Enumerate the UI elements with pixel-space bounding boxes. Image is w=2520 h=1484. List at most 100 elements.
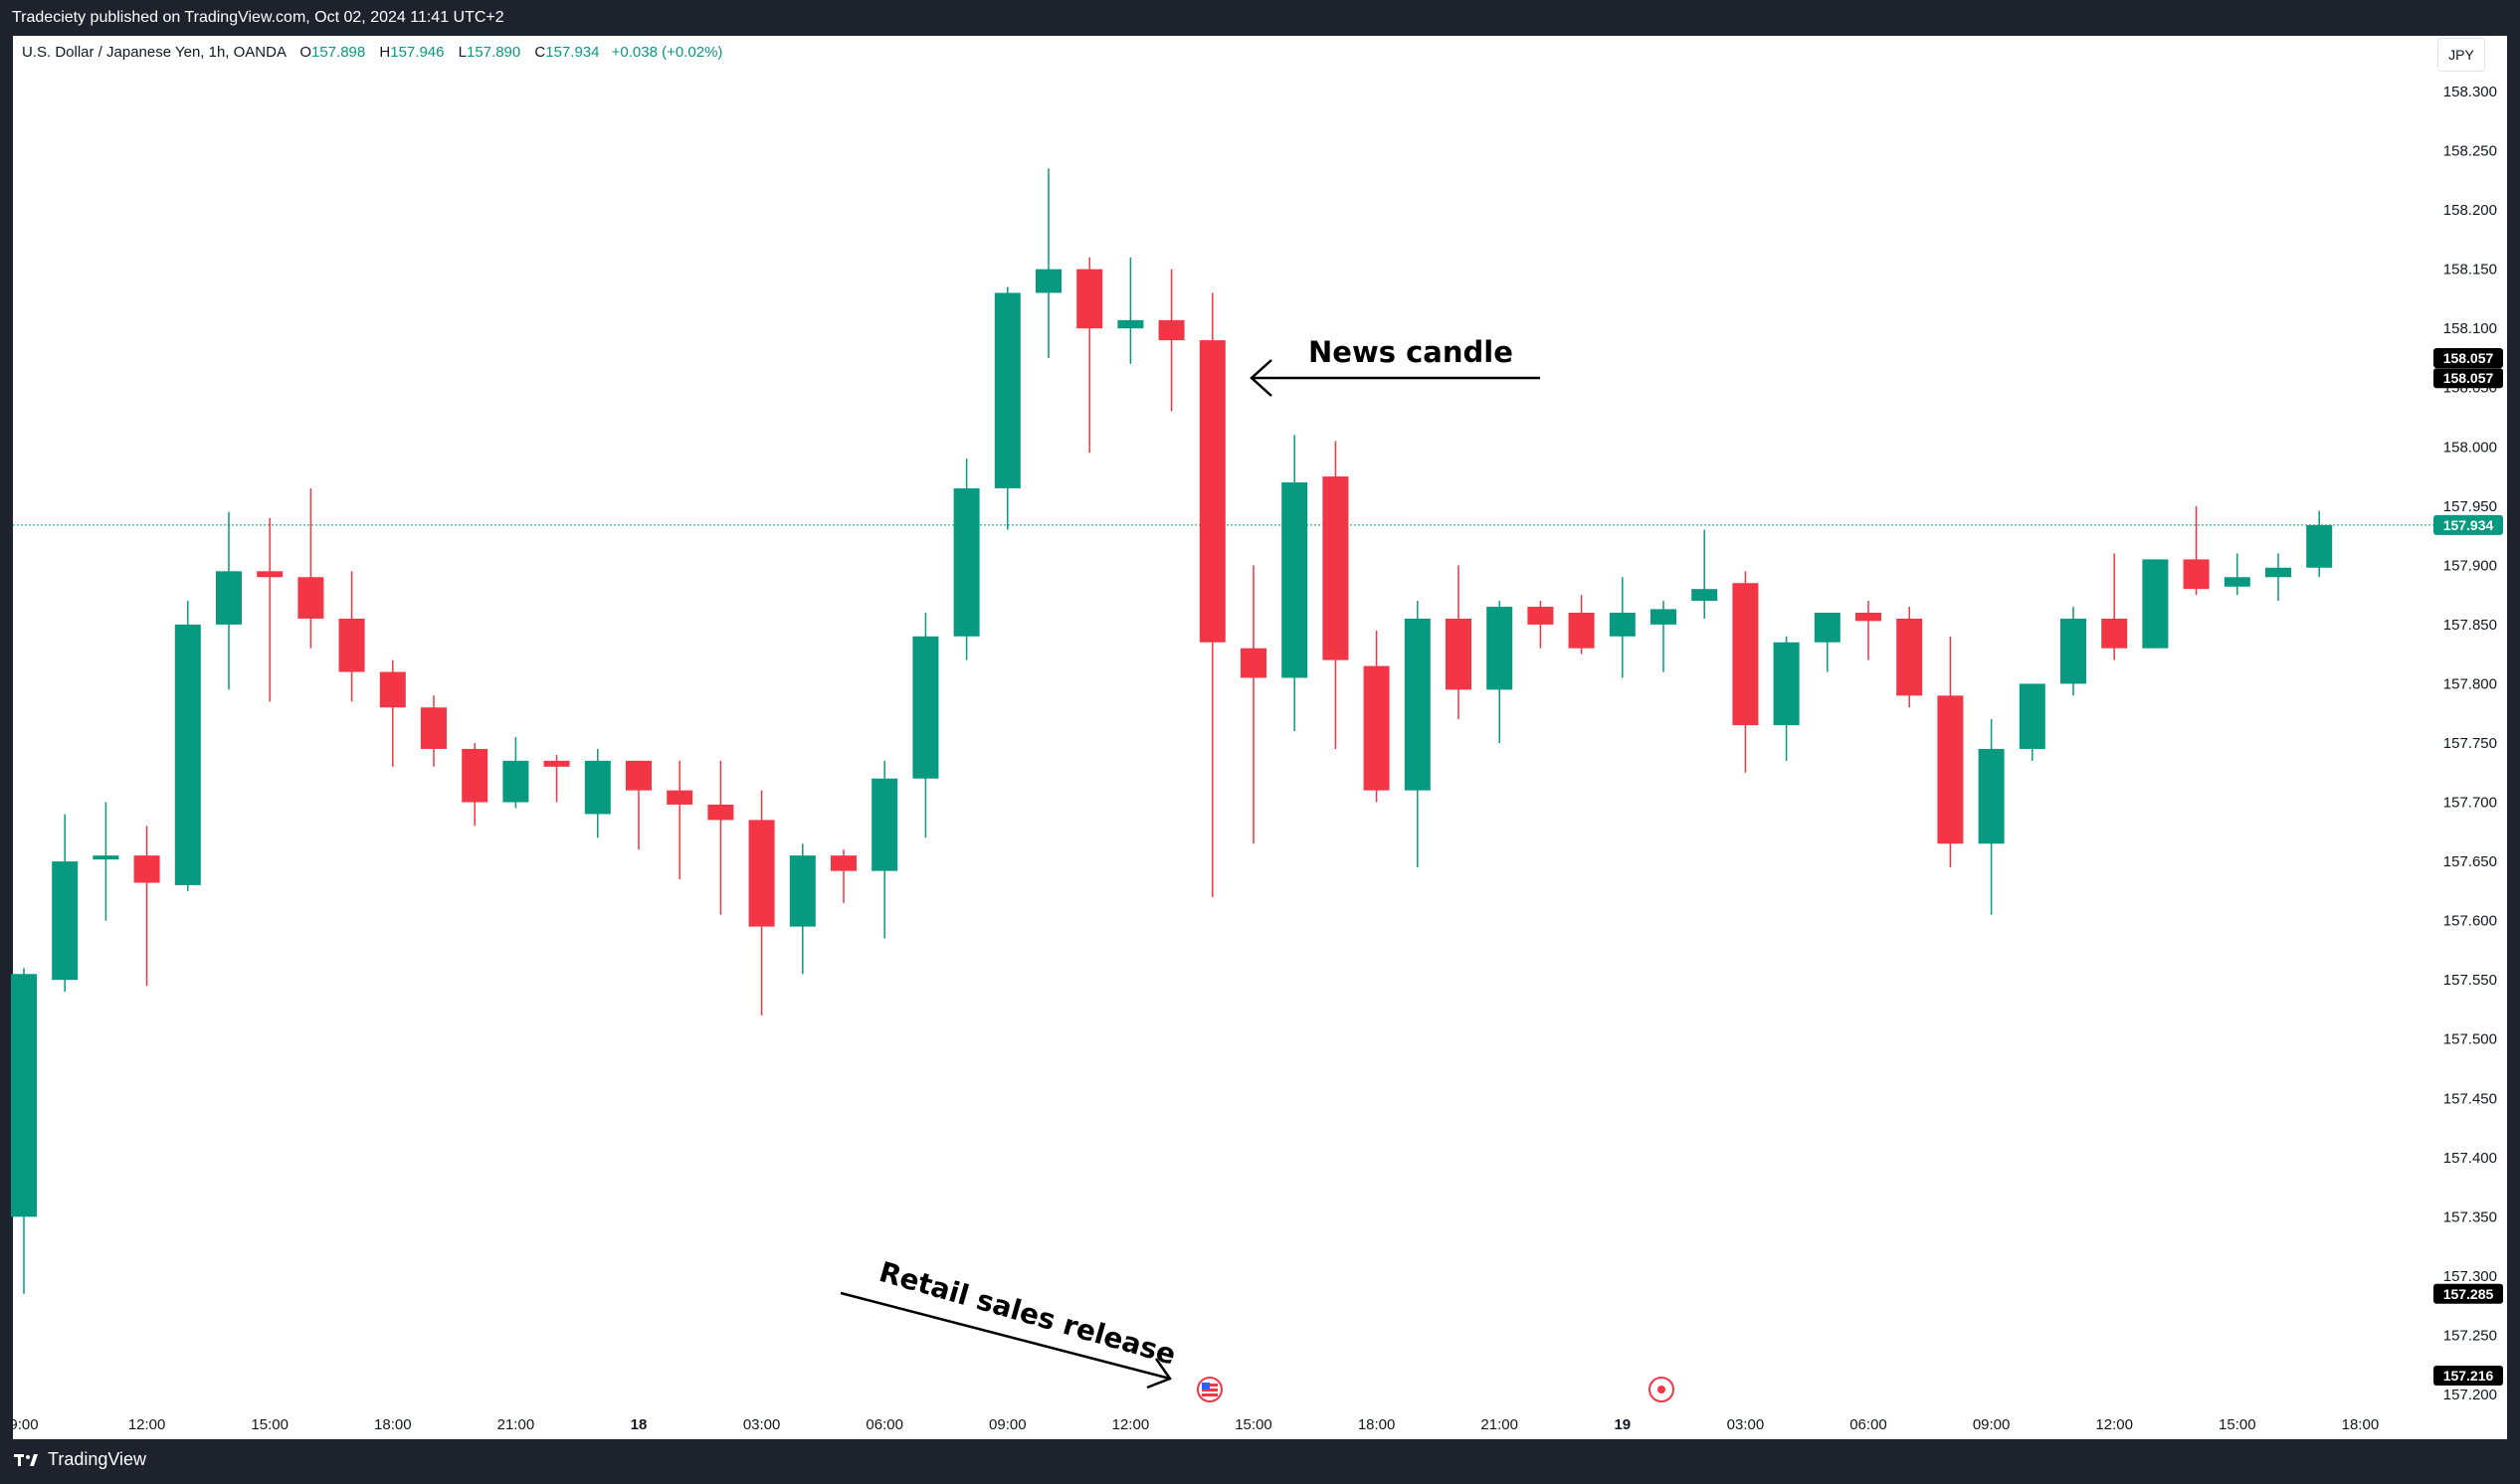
candle-body <box>1732 583 1759 726</box>
price-badge-label: 157.216 <box>2443 1368 2494 1384</box>
candle-body <box>297 577 324 619</box>
time-tick-label: 9:00 <box>9 1416 38 1433</box>
candle-body <box>93 855 119 860</box>
candle-body <box>1117 319 1144 329</box>
time-axis[interactable]: 9:00 12:00 15:00 18:00 21:00 18 03:00 06:00 09:0… <box>9 1416 2379 1433</box>
candle <box>2019 683 2045 761</box>
candle <box>831 849 857 903</box>
candle <box>2142 559 2169 649</box>
candle-body <box>1199 340 1226 643</box>
price-badge-label: 157.934 <box>2443 517 2494 533</box>
price-badge-label: 157.285 <box>2443 1286 2494 1302</box>
candle <box>1446 565 1471 720</box>
candle-body <box>2183 559 2210 590</box>
candle-body <box>667 790 693 805</box>
price-badge-label: 158.057 <box>2443 350 2494 366</box>
price-badges: 158.057 158.057 157.285 157.216 157.934 <box>2433 347 2503 1386</box>
time-tick-label: 19 <box>1614 1416 1631 1433</box>
time-tick-label: 12:00 <box>1112 1416 1150 1433</box>
candle <box>912 613 939 838</box>
candle <box>1855 601 1881 660</box>
candle-body <box>133 855 160 883</box>
candle <box>707 760 734 915</box>
candle-body <box>748 820 775 927</box>
candle-body <box>1527 607 1554 625</box>
price-tick-label: 157.200 <box>2443 1387 2497 1403</box>
tradingview-brand: TradingView <box>48 1449 147 1469</box>
candle-body <box>1937 695 1964 844</box>
candle <box>543 754 570 803</box>
candle <box>338 571 365 702</box>
candle-body <box>1036 269 1062 293</box>
symbol-legend: U.S. Dollar / Japanese Yen, 1h, OANDA O1… <box>22 44 723 61</box>
candle-body <box>1978 748 2005 844</box>
candle-body <box>1322 476 1349 660</box>
candle-body <box>1568 613 1595 649</box>
candle-body <box>1446 618 1471 690</box>
time-tick-label: 06:00 <box>1849 1416 1887 1433</box>
price-badge: 158.057 <box>2433 347 2503 368</box>
candle <box>748 790 775 1016</box>
price-tick-label: 157.550 <box>2443 972 2497 989</box>
price-tick-label: 158.150 <box>2443 262 2497 278</box>
candle <box>1527 601 1554 649</box>
candle-body <box>1691 589 1718 602</box>
candle <box>1691 529 1718 619</box>
candle <box>257 517 284 702</box>
candle-body <box>1158 319 1185 341</box>
event-marker-icon[interactable] <box>1648 1377 1674 1402</box>
candle-body <box>543 760 570 767</box>
candle <box>1199 292 1226 897</box>
price-badge: 157.285 <box>2433 1283 2503 1304</box>
candle-body <box>379 671 406 708</box>
price-axis[interactable]: 158.300 158.250 158.200 158.150 158.100 158.0… <box>2443 84 2497 1403</box>
candle <box>11 968 37 1294</box>
candle <box>1241 565 1266 844</box>
time-tick-label: 06:00 <box>866 1416 903 1433</box>
candle-body <box>462 748 488 803</box>
candle-body <box>1814 613 1841 643</box>
price-tick-label: 157.950 <box>2443 498 2497 515</box>
us-flag-event-icon[interactable] <box>1197 1377 1223 1402</box>
candle-body <box>1076 269 1103 329</box>
candle-body <box>174 624 201 885</box>
currency-button[interactable]: JPY <box>2437 38 2485 72</box>
candle-body <box>584 760 611 815</box>
candle <box>1732 571 1759 773</box>
change-value: +0.038 (+0.02%) <box>611 44 723 61</box>
candle-body <box>1486 607 1513 690</box>
candle <box>133 826 160 987</box>
candle-body <box>338 618 365 672</box>
price-tick-label: 157.300 <box>2443 1268 2497 1285</box>
time-tick-label: 03:00 <box>1727 1416 1765 1433</box>
candle <box>953 459 980 660</box>
candle-body <box>789 855 816 927</box>
current-price-badge: 157.934 <box>2433 514 2503 535</box>
candle-body <box>707 804 734 821</box>
candle-body <box>1281 482 1308 678</box>
tradingview-logo[interactable]: TradingView <box>14 1449 146 1470</box>
candle <box>1076 257 1103 454</box>
candle <box>2306 510 2333 578</box>
candle-body <box>626 760 652 791</box>
candle <box>1486 601 1513 743</box>
price-tick-label: 158.100 <box>2443 320 2497 337</box>
price-tick-label: 157.600 <box>2443 913 2497 930</box>
tradingview-logo-icon <box>14 1453 38 1466</box>
candle <box>1404 601 1431 868</box>
candle <box>52 814 79 993</box>
price-tick-label: 157.750 <box>2443 735 2497 752</box>
publisher-text: Tradeciety published on TradingView.com,… <box>12 9 504 26</box>
candle-body <box>2306 524 2333 568</box>
candle <box>379 659 406 767</box>
candle <box>1609 577 1636 678</box>
time-tick-label: 18:00 <box>374 1416 412 1433</box>
candle-body <box>2265 567 2291 578</box>
price-tick-label: 157.700 <box>2443 795 2497 812</box>
candle-body <box>1855 613 1881 622</box>
candle-body <box>1241 648 1266 678</box>
time-tick-label: 18:00 <box>2342 1416 2380 1433</box>
price-tick-label: 157.850 <box>2443 617 2497 634</box>
candle-body <box>1404 618 1431 791</box>
